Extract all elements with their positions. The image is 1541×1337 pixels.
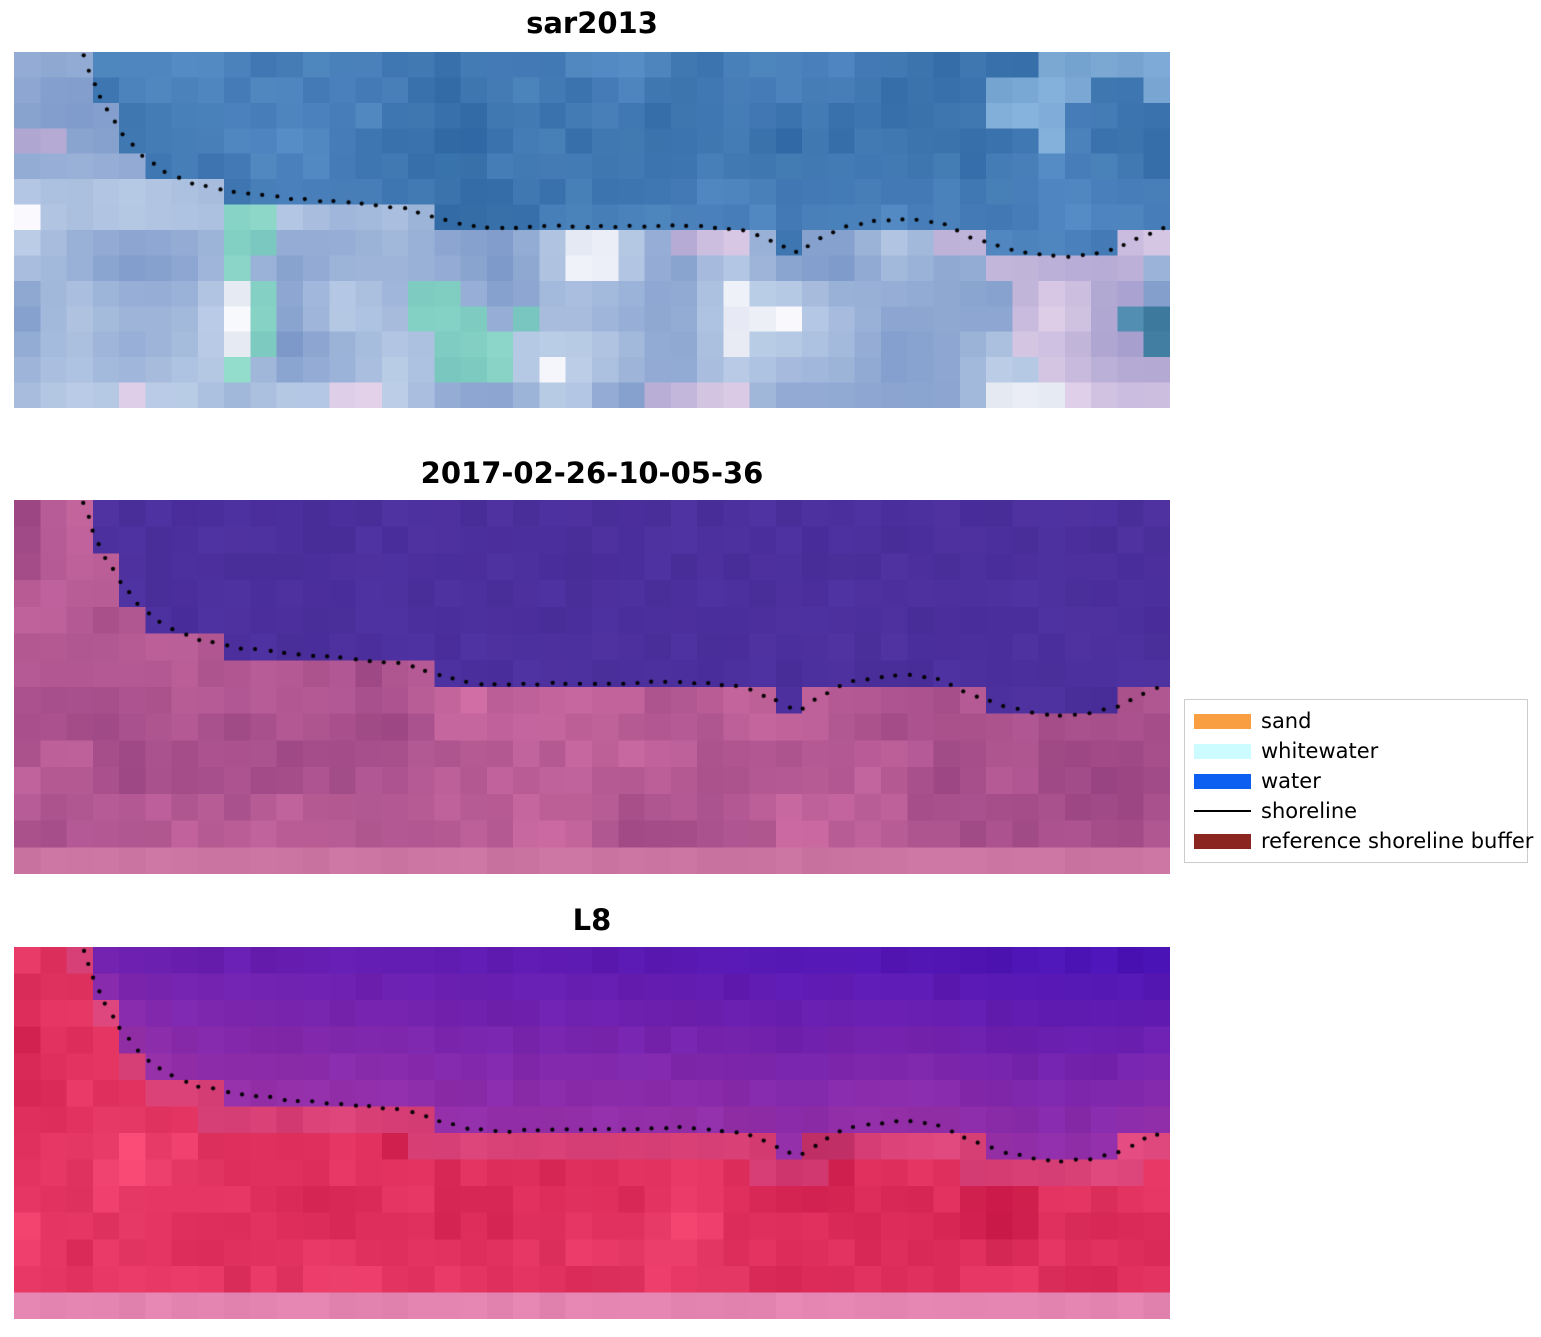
legend-label-whitewater: whitewater	[1261, 738, 1379, 763]
panel-l8-classified	[14, 947, 1170, 1319]
legend-swatch-reference-shoreline-buffer	[1194, 833, 1251, 849]
legend-label-shoreline: shoreline	[1261, 798, 1358, 823]
shoreline-dots-canvas	[14, 947, 1170, 1319]
panel-sar2013	[14, 52, 1170, 408]
panel-title-l8: L8	[572, 903, 612, 937]
legend-item-sand: sand	[1194, 706, 1518, 736]
legend: sand whitewater water shoreline referenc…	[1184, 699, 1533, 863]
shoreline-dots-canvas	[14, 500, 1170, 874]
legend-label-sand: sand	[1261, 708, 1312, 733]
legend-item-reference-shoreline-buffer: reference shoreline buffer	[1194, 826, 1533, 856]
legend-item-whitewater: whitewater	[1194, 736, 1518, 766]
panel-title-2017: 2017-02-26-10-05-36	[420, 456, 764, 490]
legend-swatch-water	[1194, 773, 1251, 789]
legend-item-shoreline: shoreline	[1194, 796, 1518, 826]
legend-label-water: water	[1261, 768, 1321, 793]
legend-item-water: water	[1194, 766, 1518, 796]
panel-title-sar2013: sar2013	[526, 6, 658, 40]
panel-2017-classified	[14, 500, 1170, 874]
legend-line-shoreline	[1194, 809, 1251, 813]
legend-swatch-sand	[1194, 713, 1251, 729]
legend-label-reference-shoreline-buffer: reference shoreline buffer	[1261, 828, 1534, 853]
shoreline-dots-canvas	[14, 52, 1170, 408]
legend-swatch-whitewater	[1194, 743, 1251, 759]
